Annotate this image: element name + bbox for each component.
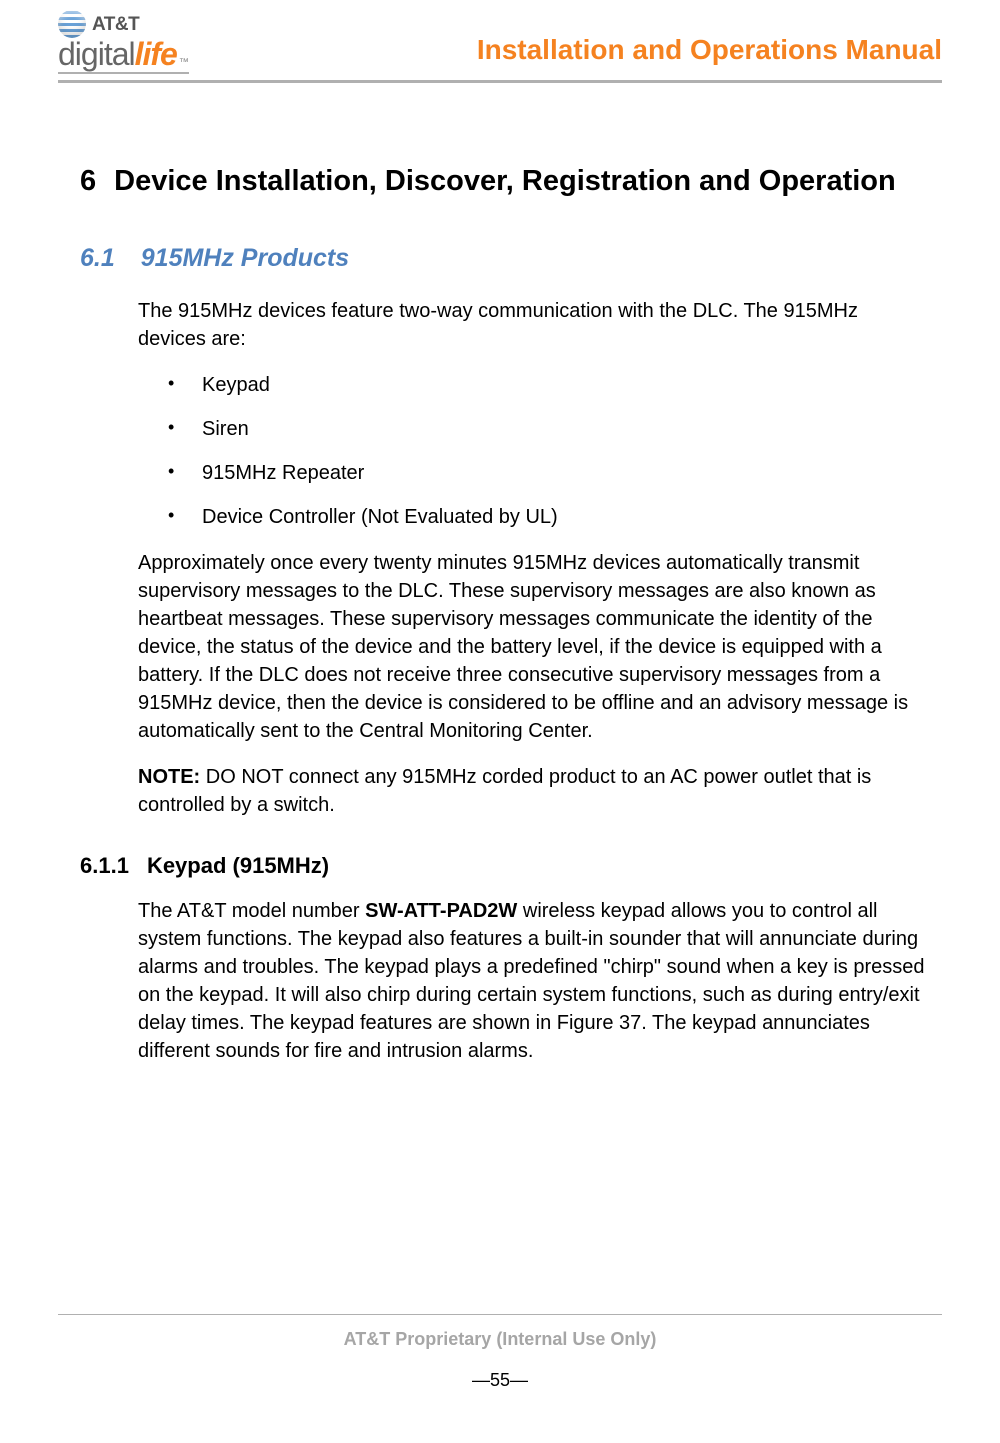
footer-proprietary: AT&T Proprietary (Internal Use Only)	[58, 1329, 942, 1350]
h2-text: 915MHz Products	[141, 244, 349, 273]
logo-top-row: AT&T	[58, 10, 189, 38]
document-page: AT&T digitallife™ Installation and Opera…	[0, 0, 1000, 1443]
logo-digitallife-row: digitallife™	[58, 38, 189, 70]
h1-number: 6	[80, 165, 96, 198]
logo-life-text: life	[135, 38, 177, 70]
heading-1: 6 Device Installation, Discover, Registr…	[80, 165, 932, 198]
note-paragraph: NOTE: DO NOT connect any 915MHz corded p…	[138, 763, 928, 819]
keypad-paragraph: The AT&T model number SW-ATT-PAD2W wirel…	[138, 897, 928, 1065]
att-globe-icon	[58, 10, 86, 38]
footer-rule	[58, 1314, 942, 1315]
keypad-pre: The AT&T model number	[138, 900, 365, 922]
page-content: 6 Device Installation, Discover, Registr…	[58, 165, 942, 1065]
device-list: Keypad Siren 915MHz Repeater Device Cont…	[138, 371, 928, 531]
supervisory-paragraph: Approximately once every twenty minutes …	[138, 549, 928, 745]
logo-digital-text: digital	[58, 38, 135, 70]
note-label: NOTE:	[138, 766, 200, 788]
keypad-post: wireless keypad allows you to control al…	[138, 900, 925, 1062]
list-item: Device Controller (Not Evaluated by UL)	[138, 503, 928, 531]
note-text: DO NOT connect any 915MHz corded product…	[138, 766, 871, 816]
keypad-model: SW-ATT-PAD2W	[365, 900, 517, 922]
logo-att-text: AT&T	[92, 15, 139, 34]
page-header: AT&T digitallife™ Installation and Opera…	[58, 0, 942, 83]
intro-paragraph: The 915MHz devices feature two-way commu…	[138, 297, 928, 353]
h1-text: Device Installation, Discover, Registrat…	[114, 165, 896, 198]
list-item: Siren	[138, 415, 928, 443]
header-title: Installation and Operations Manual	[477, 34, 942, 74]
list-item: Keypad	[138, 371, 928, 399]
logo-tm: ™	[179, 58, 189, 68]
page-footer: AT&T Proprietary (Internal Use Only) —55…	[58, 1314, 942, 1391]
h3-text: Keypad (915MHz)	[147, 853, 329, 879]
page-number: —55—	[58, 1370, 942, 1391]
list-item: 915MHz Repeater	[138, 459, 928, 487]
heading-2: 6.1 915MHz Products	[80, 244, 932, 273]
h3-number: 6.1.1	[80, 853, 129, 879]
heading-3: 6.1.1 Keypad (915MHz)	[80, 853, 932, 879]
att-digitallife-logo: AT&T digitallife™	[58, 10, 189, 74]
h2-number: 6.1	[80, 244, 115, 273]
body-block-2: The AT&T model number SW-ATT-PAD2W wirel…	[138, 897, 928, 1065]
body-block-1: The 915MHz devices feature two-way commu…	[138, 297, 928, 819]
